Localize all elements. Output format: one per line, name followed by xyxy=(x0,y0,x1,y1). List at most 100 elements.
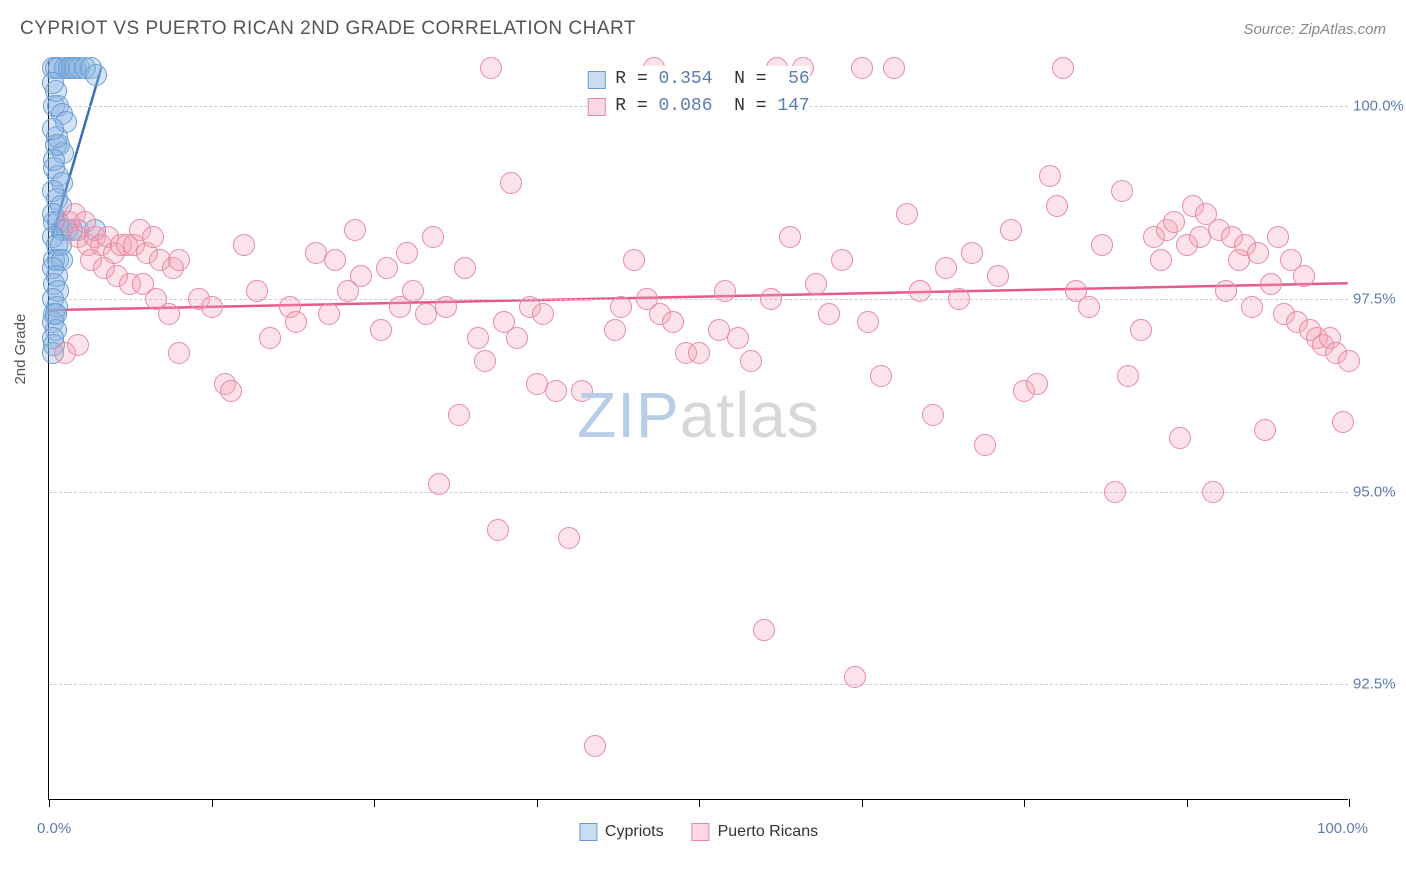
data-point xyxy=(948,288,970,310)
gridline xyxy=(49,299,1348,300)
data-point xyxy=(42,118,64,140)
gridline xyxy=(49,492,1348,493)
data-point xyxy=(571,380,593,402)
data-point xyxy=(1163,211,1185,233)
data-point xyxy=(233,234,255,256)
data-point xyxy=(158,303,180,325)
data-point xyxy=(396,242,418,264)
series-legend: Cypriots Puerto Ricans xyxy=(579,823,818,841)
data-point xyxy=(818,303,840,325)
data-point xyxy=(42,72,64,94)
data-point xyxy=(1111,180,1133,202)
data-point xyxy=(805,273,827,295)
data-point xyxy=(870,365,892,387)
stats-row-cypriots: R = 0.354 N = 56 xyxy=(587,66,809,93)
data-point xyxy=(1215,280,1237,302)
data-point xyxy=(1052,57,1074,79)
data-point xyxy=(246,280,268,302)
data-point xyxy=(604,319,626,341)
data-point xyxy=(45,303,67,325)
data-point xyxy=(760,288,782,310)
x-tick xyxy=(374,799,375,807)
data-point xyxy=(532,303,554,325)
data-point xyxy=(740,350,762,372)
data-point xyxy=(1332,411,1354,433)
data-point xyxy=(435,296,457,318)
data-point xyxy=(935,257,957,279)
data-point xyxy=(831,249,853,271)
data-point xyxy=(1000,219,1022,241)
data-point xyxy=(1293,265,1315,287)
data-point xyxy=(506,327,528,349)
data-point xyxy=(714,280,736,302)
data-point xyxy=(1202,481,1224,503)
data-point xyxy=(1150,249,1172,271)
data-point xyxy=(370,319,392,341)
data-point xyxy=(1241,296,1263,318)
data-point xyxy=(961,242,983,264)
stats-row-puerto-ricans: R = 0.086 N = 147 xyxy=(587,93,809,120)
data-point xyxy=(1338,350,1360,372)
data-point xyxy=(142,226,164,248)
data-point xyxy=(454,257,476,279)
x-tick xyxy=(1024,799,1025,807)
data-point xyxy=(74,211,96,233)
data-point xyxy=(1130,319,1152,341)
data-point xyxy=(480,57,502,79)
x-tick xyxy=(212,799,213,807)
data-point xyxy=(448,404,470,426)
data-point xyxy=(851,57,873,79)
x-tick xyxy=(699,799,700,807)
data-point xyxy=(1039,165,1061,187)
data-point xyxy=(467,327,489,349)
data-point xyxy=(324,249,346,271)
data-point xyxy=(220,380,242,402)
x-tick xyxy=(537,799,538,807)
data-point xyxy=(285,311,307,333)
data-point xyxy=(402,280,424,302)
y-tick-label: 95.0% xyxy=(1353,483,1406,500)
y-tick-label: 100.0% xyxy=(1353,98,1406,115)
x-axis-min-label: 0.0% xyxy=(37,820,71,837)
data-point xyxy=(474,350,496,372)
data-point xyxy=(922,404,944,426)
header: CYPRIOT VS PUERTO RICAN 2ND GRADE CORREL… xyxy=(0,0,1406,50)
data-point xyxy=(857,311,879,333)
data-point xyxy=(779,226,801,248)
trend-lines xyxy=(49,60,1348,799)
y-tick-label: 97.5% xyxy=(1353,290,1406,307)
x-tick xyxy=(862,799,863,807)
swatch-puerto-ricans xyxy=(587,98,605,116)
y-tick-label: 92.5% xyxy=(1353,676,1406,693)
data-point xyxy=(43,149,65,171)
data-point xyxy=(545,380,567,402)
data-point xyxy=(844,666,866,688)
data-point xyxy=(67,334,89,356)
data-point xyxy=(727,327,749,349)
data-point xyxy=(344,219,366,241)
data-point xyxy=(1247,242,1269,264)
x-tick xyxy=(1349,799,1350,807)
data-point xyxy=(584,735,606,757)
data-point xyxy=(1267,226,1289,248)
trend-line xyxy=(49,283,1347,310)
data-point xyxy=(350,265,372,287)
data-point xyxy=(168,342,190,364)
data-point xyxy=(168,249,190,271)
source-attribution: Source: ZipAtlas.com xyxy=(1243,21,1386,38)
data-point xyxy=(318,303,340,325)
data-point xyxy=(662,311,684,333)
data-point xyxy=(85,64,107,86)
data-point xyxy=(500,172,522,194)
data-point xyxy=(487,519,509,541)
data-point xyxy=(610,296,632,318)
stats-legend: R = 0.354 N = 56 R = 0.086 N = 147 xyxy=(587,66,809,120)
data-point xyxy=(558,527,580,549)
data-point xyxy=(987,265,1009,287)
legend-item-cypriots: Cypriots xyxy=(579,823,664,841)
data-point xyxy=(422,226,444,248)
data-point xyxy=(896,203,918,225)
data-point xyxy=(1046,195,1068,217)
legend-item-puerto-ricans: Puerto Ricans xyxy=(692,823,819,841)
swatch-cypriots xyxy=(587,71,605,89)
